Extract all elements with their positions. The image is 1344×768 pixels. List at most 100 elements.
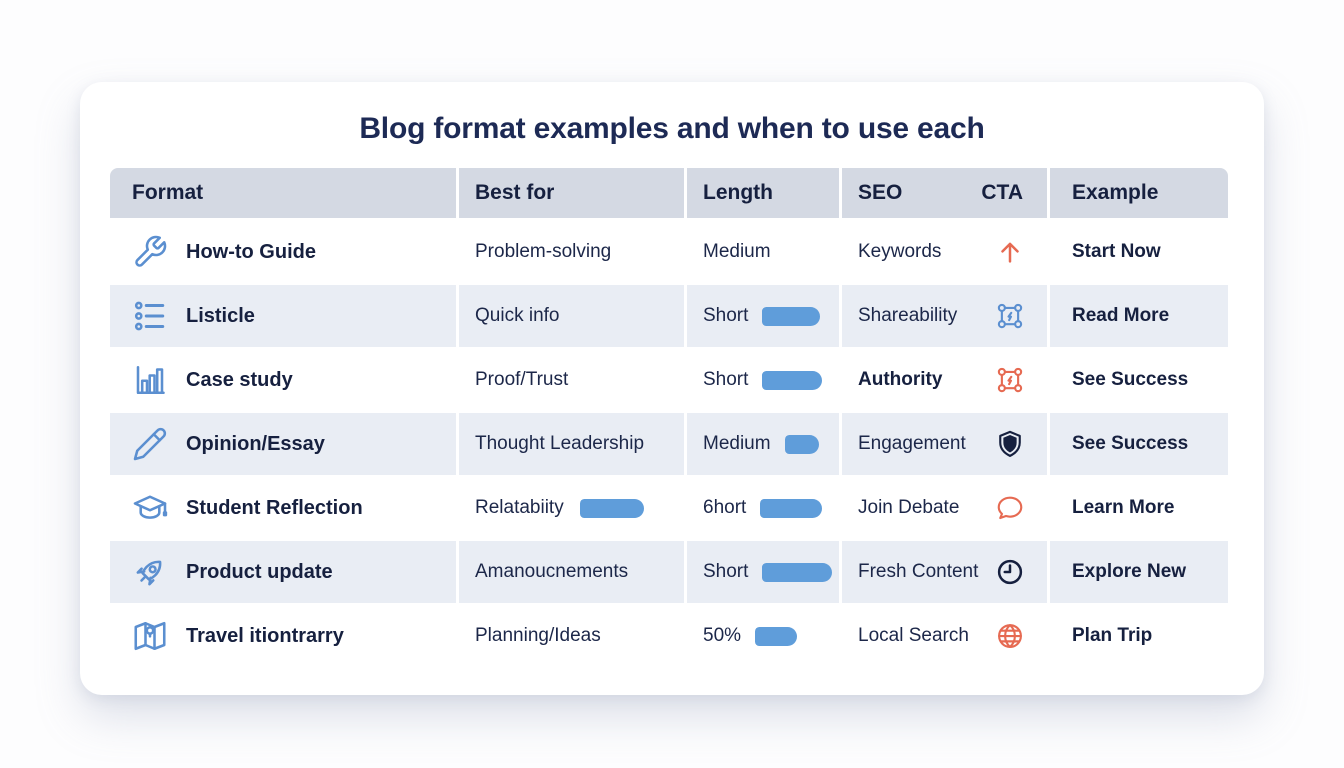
seo-text: Local Search	[858, 625, 969, 646]
format-cell: Case study	[110, 349, 456, 411]
table-body: How-to Guide Problem-solving Medium Keyw…	[110, 221, 1228, 667]
length-text: Medium	[703, 241, 771, 262]
graduation-cap-icon	[132, 490, 168, 526]
example-text: See Success	[1072, 433, 1189, 454]
table-row: Case study Proof/Trust Short Authority S…	[110, 349, 1228, 411]
length-text: 6hort	[703, 497, 747, 518]
example-cell: Plan Trip	[1050, 605, 1228, 667]
seo-text: Authority	[858, 369, 943, 390]
format-label: Product update	[186, 560, 333, 583]
length-bar	[762, 562, 833, 582]
length-cell: Short	[687, 285, 839, 347]
example-text: Start Now	[1072, 241, 1161, 262]
format-cell: How-to Guide	[110, 221, 456, 283]
example-text: Learn More	[1072, 497, 1175, 518]
globe-icon	[995, 621, 1025, 651]
format-label: Listicle	[186, 304, 255, 327]
example-text: Explore New	[1072, 561, 1187, 582]
format-label: Travel itiontrarry	[186, 624, 344, 647]
table-row: Travel itiontrarry Planning/Ideas 50% Lo…	[110, 605, 1228, 667]
best-for-text: Proof/Trust	[475, 369, 569, 390]
best-for-text: Amanoucnements	[475, 561, 629, 582]
seo-cell: Fresh Content	[842, 541, 1047, 603]
format-cell: Travel itiontrarry	[110, 605, 456, 667]
best-for-cell: Quick info	[459, 285, 684, 347]
format-cell: Opinion/Essay	[110, 413, 456, 475]
arrow-up-icon	[995, 237, 1025, 267]
seo-text: Fresh Content	[858, 561, 979, 582]
header-example: Example	[1050, 168, 1228, 218]
seo-cell: Shareability	[842, 285, 1047, 347]
example-cell: Learn More	[1050, 477, 1228, 539]
format-label: How-to Guide	[186, 240, 316, 263]
seo-text: Join Debate	[858, 497, 960, 518]
map-icon	[132, 618, 168, 654]
list-icon	[132, 298, 168, 334]
seo-cell: Local Search	[842, 605, 1047, 667]
share-network-icon	[995, 301, 1025, 331]
header-seo-cta: SEO CTA	[842, 168, 1047, 218]
length-bar	[760, 498, 823, 518]
best-for-text: Quick info	[475, 305, 560, 326]
example-cell: Explore New	[1050, 541, 1228, 603]
example-cell: See Success	[1050, 413, 1228, 475]
rocket-icon	[132, 554, 168, 590]
best-for-cell: Planning/Ideas	[459, 605, 684, 667]
seo-cell: Keywords	[842, 221, 1047, 283]
length-text: Medium	[703, 433, 771, 454]
bolt-network-icon	[995, 365, 1025, 395]
seo-text: Shareability	[858, 305, 958, 326]
table-row: Student Reflection Relatabiity 6hort Joi…	[110, 477, 1228, 539]
header-best-for: Best for	[459, 168, 684, 218]
wrench-icon	[132, 234, 168, 270]
format-cell: Listicle	[110, 285, 456, 347]
format-label: Opinion/Essay	[186, 432, 325, 455]
blog-format-table: Format Best for Length SEO CTA Example H…	[110, 168, 1228, 667]
table-header-row: Format Best for Length SEO CTA Example	[110, 168, 1228, 218]
format-cell: Student Reflection	[110, 477, 456, 539]
length-cell: Short	[687, 349, 839, 411]
length-cell: 6hort	[687, 477, 839, 539]
speech-bubble-icon	[995, 493, 1025, 523]
length-text: Short	[703, 305, 749, 326]
seo-cell: Authority	[842, 349, 1047, 411]
example-text: Read More	[1072, 305, 1170, 326]
length-bar	[762, 370, 823, 390]
best-for-cell: Thought Leadership	[459, 413, 684, 475]
header-cta: CTA	[981, 181, 1023, 204]
bar-chart-icon	[132, 362, 168, 398]
table-row: Listicle Quick info Short Shareability R…	[110, 285, 1228, 347]
example-cell: Read More	[1050, 285, 1228, 347]
clock-icon	[995, 557, 1025, 587]
best-for-cell: Proof/Trust	[459, 349, 684, 411]
best-for-cell: Relatabiity	[459, 477, 684, 539]
table-row: Opinion/Essay Thought Leadership Medium …	[110, 413, 1228, 475]
best-for-text: Relatabiity	[475, 497, 564, 518]
example-text: Plan Trip	[1072, 625, 1153, 646]
example-text: See Success	[1072, 369, 1189, 390]
header-seo: SEO	[858, 181, 903, 204]
shield-icon	[995, 429, 1025, 459]
pencil-icon	[132, 426, 168, 462]
example-cell: Start Now	[1050, 221, 1228, 283]
best-for-text: Thought Leadership	[475, 433, 645, 454]
length-cell: Medium	[687, 413, 839, 475]
header-format: Format	[110, 168, 456, 218]
header-length: Length	[687, 168, 839, 218]
length-text: 50%	[703, 625, 742, 646]
length-text: Short	[703, 369, 749, 390]
length-cell: Medium	[687, 221, 839, 283]
format-label: Case study	[186, 368, 293, 391]
table-row: Product update Amanoucnements Short Fres…	[110, 541, 1228, 603]
length-cell: 50%	[687, 605, 839, 667]
length-bar	[784, 434, 819, 454]
format-label: Student Reflection	[186, 496, 363, 519]
seo-text: Engagement	[858, 433, 966, 454]
length-text: Short	[703, 561, 749, 582]
page-title: Blog format examples and when to use eac…	[359, 112, 985, 145]
table-row: How-to Guide Problem-solving Medium Keyw…	[110, 221, 1228, 283]
best-for-cell: Problem-solving	[459, 221, 684, 283]
best-for-text: Planning/Ideas	[475, 625, 601, 646]
seo-cell: Join Debate	[842, 477, 1047, 539]
seo-cell: Engagement	[842, 413, 1047, 475]
